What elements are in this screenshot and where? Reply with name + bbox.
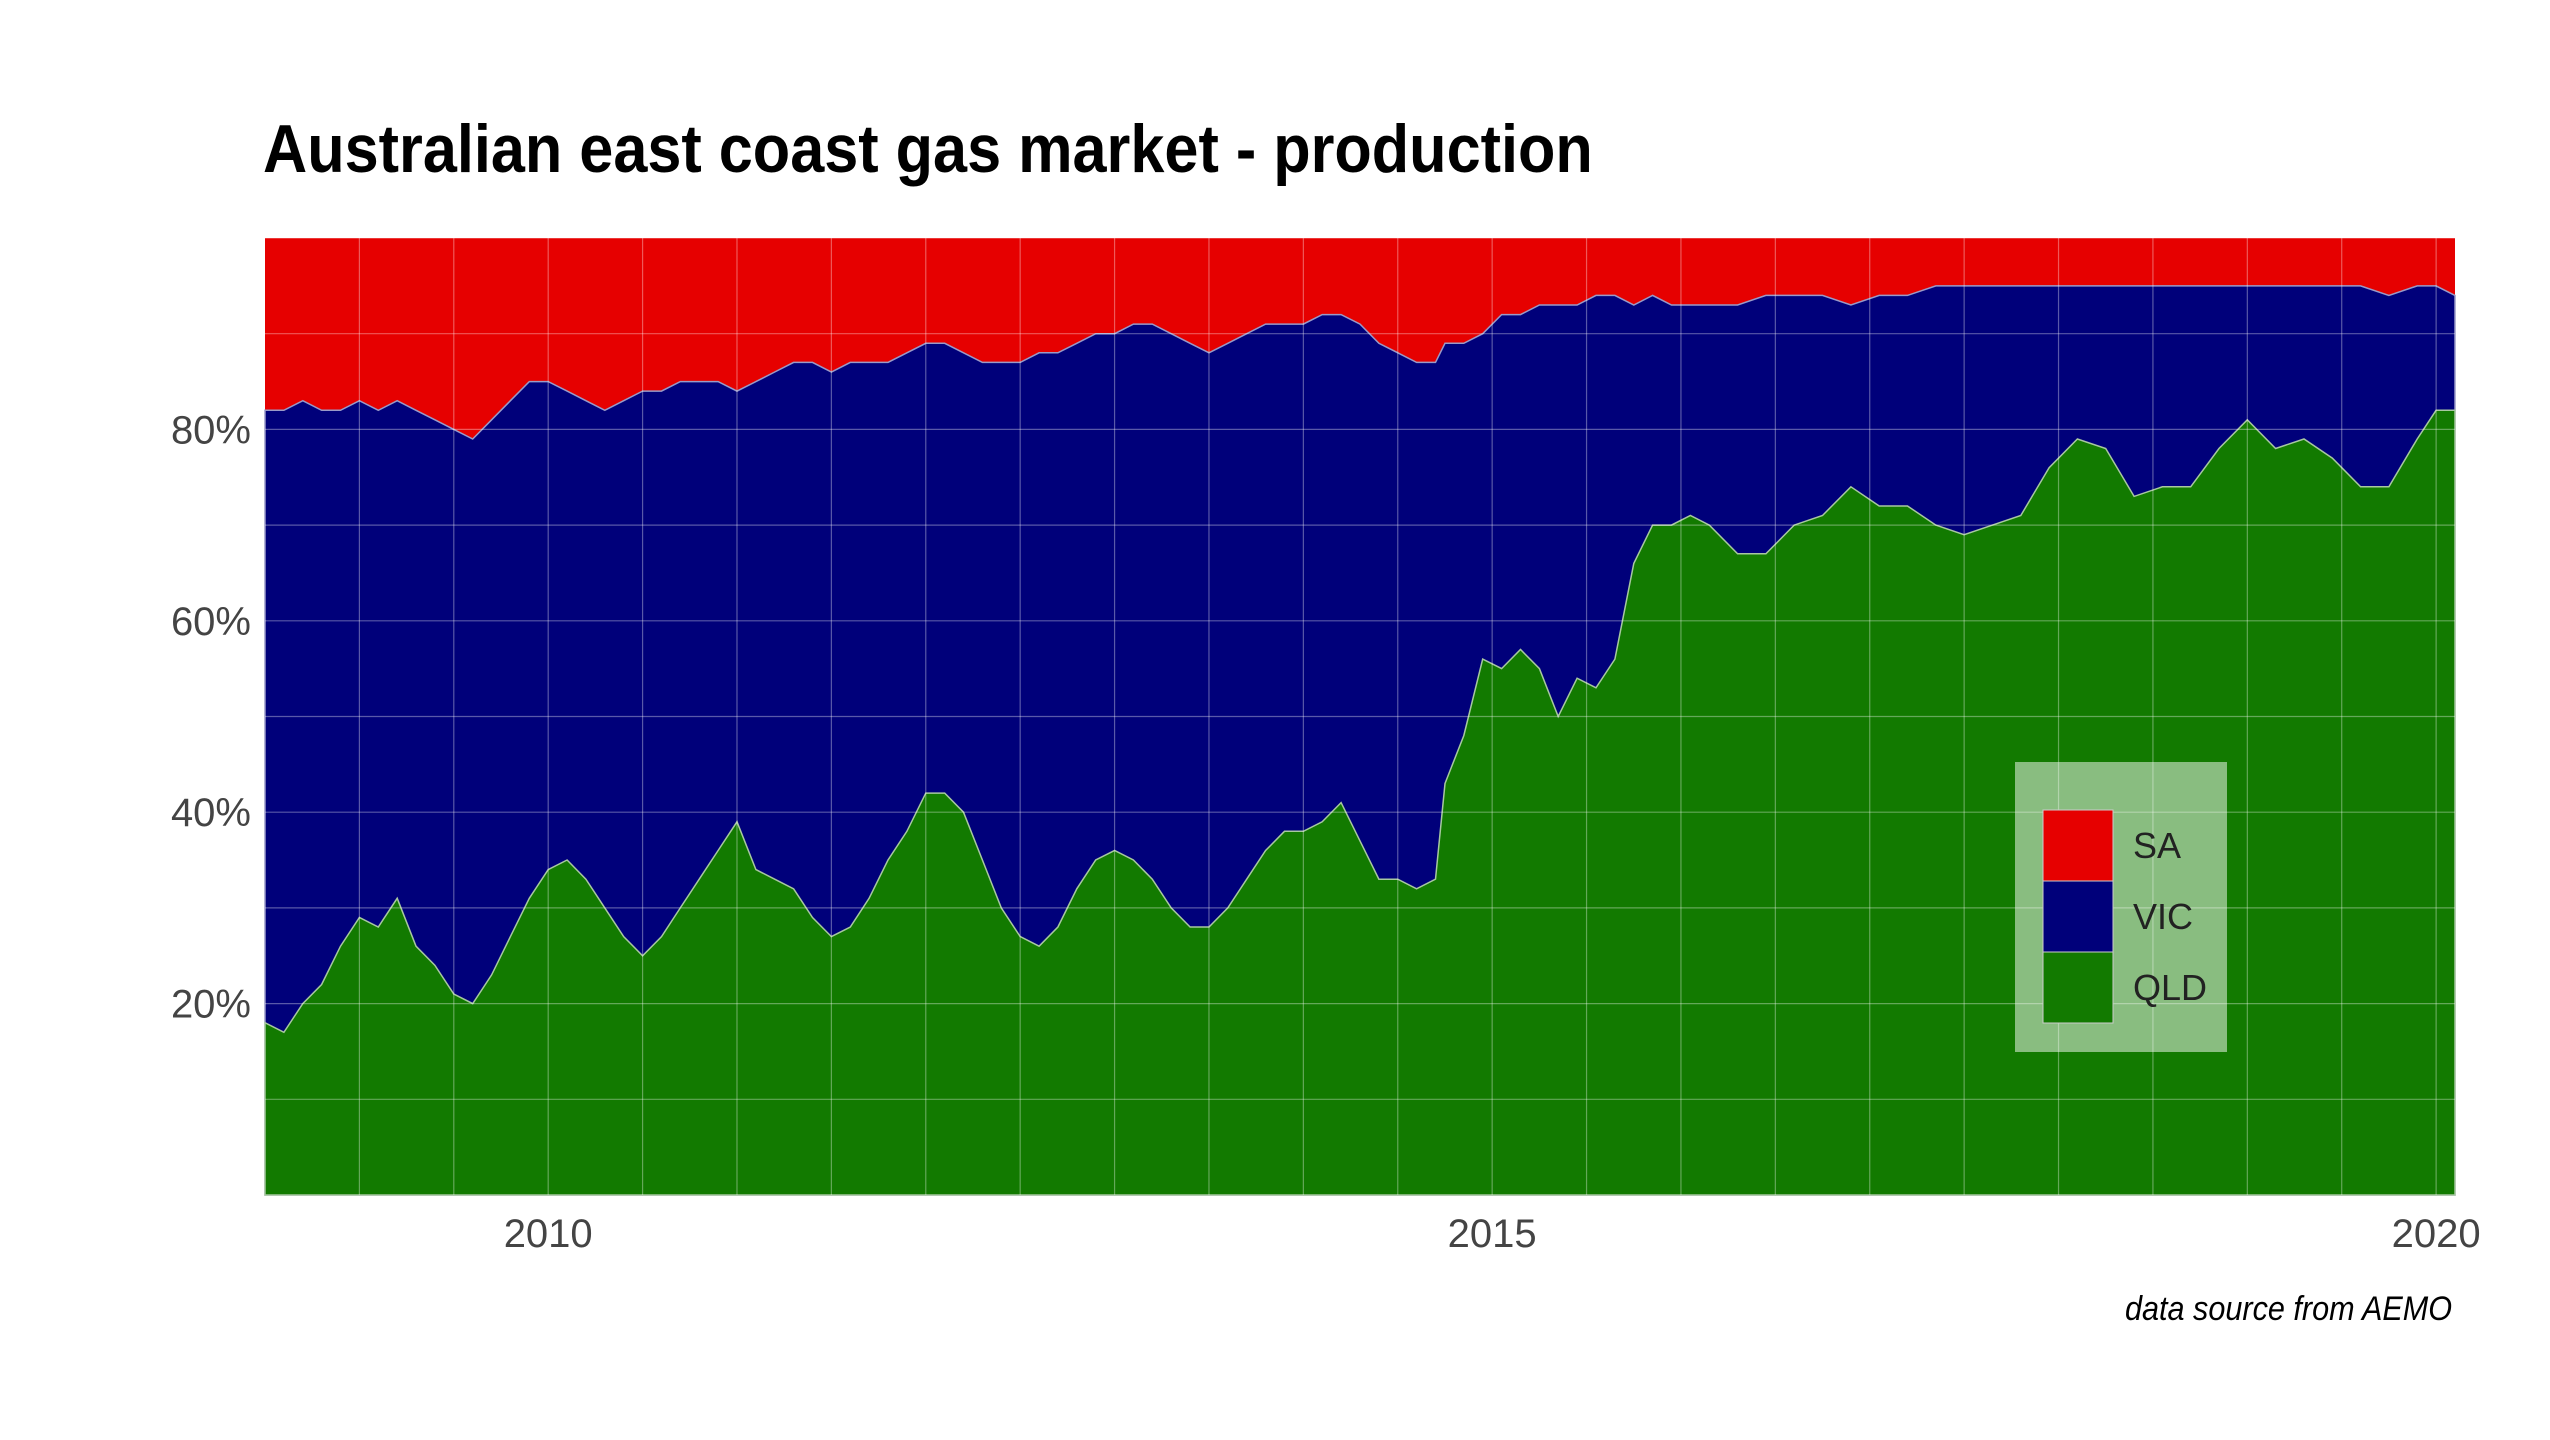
legend: SA VIC QLD — [2015, 762, 2227, 1052]
legend-label-qld: QLD — [2133, 967, 2207, 1008]
series-areas — [264, 238, 2456, 1196]
y-tick-label: 20% — [171, 983, 251, 1027]
legend-label-vic: VIC — [2133, 896, 2193, 937]
chart-title: Australian east coast gas market - produ… — [263, 111, 1593, 187]
y-tick-label: 60% — [171, 600, 251, 644]
y-tick-label: 80% — [171, 408, 251, 452]
x-axis: 2010 2015 2020 — [504, 1212, 2481, 1256]
legend-key-sa — [2042, 809, 2114, 882]
legend-label-sa: SA — [2133, 825, 2181, 866]
chart-caption: data source from AEMO — [2125, 1290, 2453, 1328]
legend-key-vic — [2042, 880, 2114, 953]
x-tick-label: 2020 — [2392, 1212, 2481, 1256]
y-tick-label: 40% — [171, 791, 251, 835]
x-tick-label: 2010 — [504, 1212, 593, 1256]
x-tick-label: 2015 — [1448, 1212, 1537, 1256]
series-area-qld — [264, 409, 2456, 1196]
legend-key-qld — [2042, 951, 2114, 1024]
y-axis: 20% 40% 60% 80% — [171, 408, 251, 1026]
